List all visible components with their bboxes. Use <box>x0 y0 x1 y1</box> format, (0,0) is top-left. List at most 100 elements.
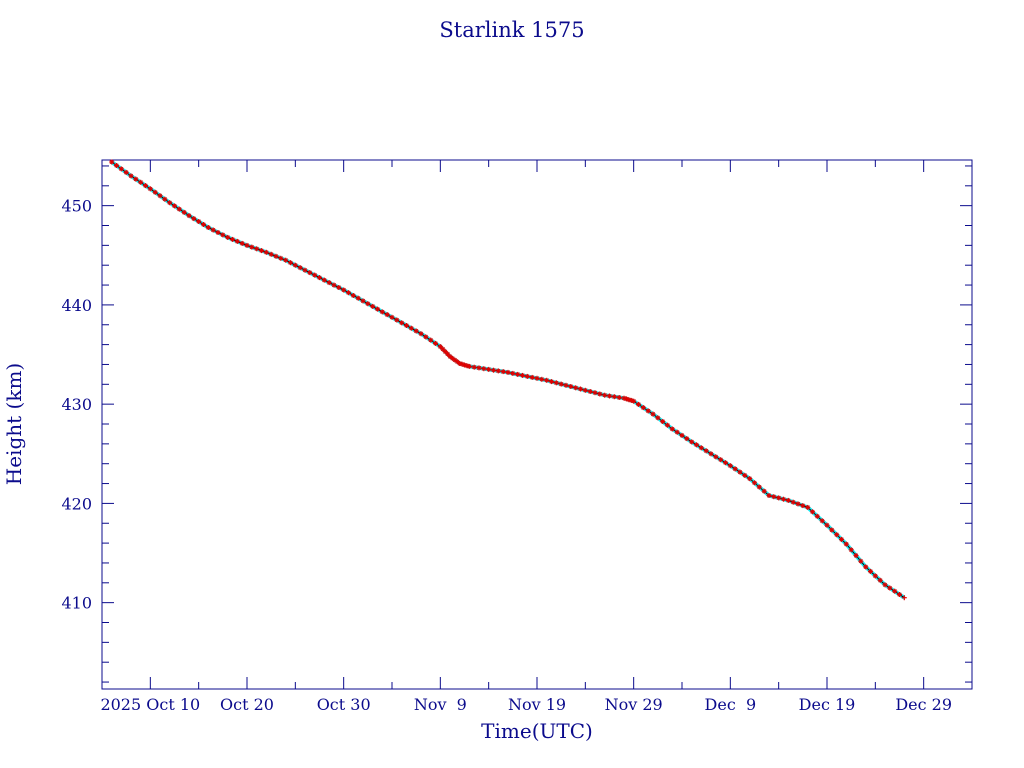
observation-point <box>449 355 455 361</box>
x-tick-label: Dec 29 <box>895 695 952 714</box>
observation-point <box>423 334 429 340</box>
observation-point <box>186 213 192 219</box>
observation-point <box>756 484 762 490</box>
observation-point <box>249 244 255 250</box>
observation-point <box>524 373 530 379</box>
observation-point <box>408 325 414 331</box>
observation-point <box>771 494 777 500</box>
observation-point <box>814 513 820 519</box>
observation-point <box>602 392 608 398</box>
y-tick-label: 450 <box>61 197 92 216</box>
observation-point <box>302 267 308 273</box>
observation-point <box>650 411 656 417</box>
observation-point <box>592 390 598 396</box>
observation-point <box>829 527 835 533</box>
observation-point <box>234 238 240 244</box>
y-axis-ticks <box>102 165 972 683</box>
observation-point <box>708 451 714 457</box>
observation-point <box>500 369 506 375</box>
x-tick-label: Dec 19 <box>799 695 856 714</box>
y-axis-label: Height (km) <box>2 363 26 485</box>
x-axis-label: Time(UTC) <box>481 719 593 743</box>
observation-point <box>384 312 390 318</box>
observation-point <box>645 408 651 414</box>
observation-point <box>210 227 216 233</box>
observation-point <box>872 573 878 579</box>
observation-point <box>776 495 782 501</box>
observation-point <box>292 262 298 268</box>
observation-point <box>278 255 284 261</box>
observation-point <box>360 298 366 304</box>
observation-point <box>346 290 351 296</box>
y-axis-tick-labels: 410 420 430 440 450 <box>61 197 92 613</box>
observation-point <box>684 436 690 442</box>
observation-point <box>819 518 825 524</box>
observation-point <box>321 277 327 283</box>
observation-point <box>839 536 844 542</box>
observation-point <box>181 209 187 215</box>
observation-point <box>732 466 738 472</box>
observation-point <box>413 328 419 334</box>
observation-point <box>326 280 332 286</box>
observation-point <box>640 405 646 411</box>
observation-point <box>143 183 148 189</box>
observation-point <box>307 270 313 276</box>
observation-point <box>901 595 907 601</box>
observation-point <box>578 386 583 392</box>
observation-point <box>539 376 545 382</box>
observation-point <box>810 509 815 515</box>
observation-point <box>481 366 487 372</box>
observation-point <box>887 585 893 591</box>
observation-point <box>428 337 434 343</box>
x-tick-label: 2025 Oct 10 <box>100 695 200 714</box>
observation-point <box>790 499 796 505</box>
observation-point <box>689 439 695 445</box>
observation-point <box>273 253 279 259</box>
observation-point <box>375 306 380 312</box>
observation-point <box>669 426 675 432</box>
observation-point <box>133 176 139 182</box>
observation-point <box>805 504 811 510</box>
observation-point <box>679 432 685 438</box>
observation-point <box>781 496 786 502</box>
observation-point <box>544 377 550 383</box>
observation-point <box>723 460 728 466</box>
observation-point <box>611 394 617 400</box>
observation-point <box>694 442 699 448</box>
observation-point <box>607 393 612 399</box>
observation-point <box>660 419 666 424</box>
observation-point <box>587 389 593 394</box>
x-tick-label: Nov 9 <box>414 695 467 714</box>
observation-point <box>205 225 211 230</box>
observation-point <box>785 497 791 503</box>
observation-point <box>718 457 724 463</box>
observation-point <box>766 493 772 498</box>
observation-point <box>529 374 535 380</box>
observation-point <box>138 179 144 185</box>
x-axis-tick-labels: 2025 Oct 10 Oct 20 Oct 30 Nov 9 Nov 19 Nov 29… <box>100 695 952 714</box>
observation-point <box>563 382 569 388</box>
observation-point <box>824 522 830 528</box>
observation-point <box>558 381 564 387</box>
y-tick-label: 420 <box>61 494 92 513</box>
observation-point <box>259 248 264 254</box>
observation-point <box>655 415 661 421</box>
observation-point <box>365 301 371 307</box>
observation-point <box>239 240 245 246</box>
observation-point <box>172 203 177 209</box>
observation-point <box>283 257 289 263</box>
data-layer <box>109 159 907 601</box>
observation-point <box>244 242 250 248</box>
observation-point <box>495 368 501 374</box>
y-tick-label: 440 <box>61 296 92 315</box>
observation-point <box>445 351 451 357</box>
observation-point <box>297 265 303 271</box>
height-line <box>111 161 905 599</box>
observation-point <box>355 295 361 301</box>
observation-point <box>288 260 293 266</box>
observation-point <box>568 384 574 389</box>
observation-point <box>336 285 342 290</box>
observation-point <box>698 445 704 451</box>
observation-point <box>220 232 226 238</box>
observation-point <box>167 200 173 206</box>
